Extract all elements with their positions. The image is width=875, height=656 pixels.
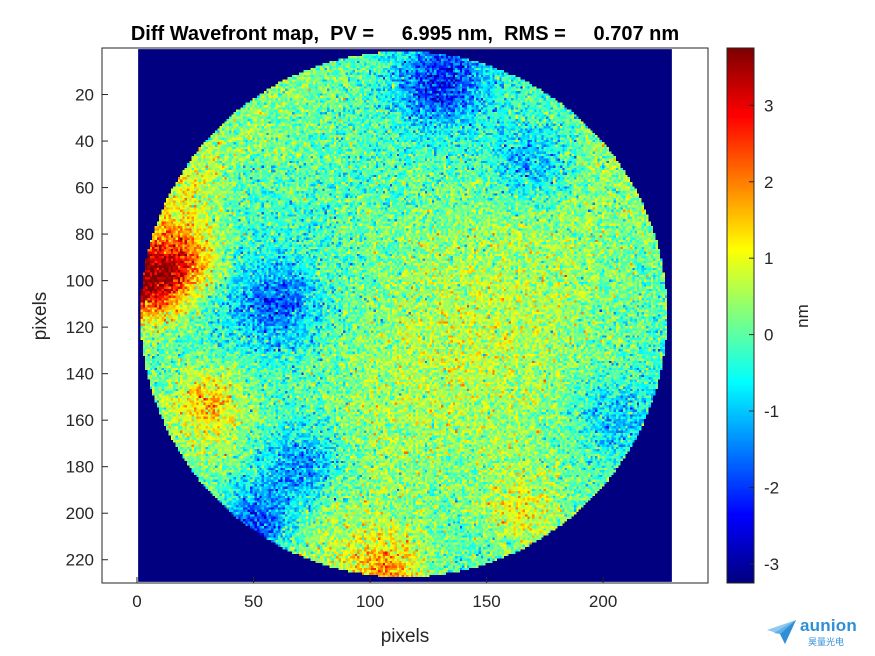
colorbar-tick-label: -3 bbox=[764, 555, 779, 574]
y-tick-label: 180 bbox=[66, 458, 94, 477]
y-tick-label: 160 bbox=[66, 411, 94, 430]
x-axis-ticks: 0 50 100 150 200 bbox=[132, 577, 617, 611]
y-tick-label: 40 bbox=[75, 132, 94, 151]
y-tick-label: 60 bbox=[75, 179, 94, 198]
colorbar-tick-label: 0 bbox=[764, 326, 773, 345]
y-tick-label: 80 bbox=[75, 225, 94, 244]
x-tick-label: 50 bbox=[244, 592, 263, 611]
wavefront-heatmap bbox=[138, 49, 672, 582]
watermark-logo: aunion 昊量光电 bbox=[766, 616, 866, 648]
x-tick-label: 200 bbox=[589, 592, 617, 611]
colorbar-label: nm bbox=[793, 304, 812, 328]
colorbar-tick-label: 2 bbox=[764, 173, 773, 192]
paper-plane-icon bbox=[767, 620, 796, 644]
colorbar-tick-label: -2 bbox=[764, 478, 779, 497]
x-tick-label: 150 bbox=[472, 592, 500, 611]
chart-title: Diff Wavefront map, PV = 6.995 nm, RMS =… bbox=[131, 23, 679, 45]
y-axis-label: pixels bbox=[30, 292, 51, 341]
x-axis-label: pixels bbox=[381, 626, 430, 647]
watermark-brand: aunion bbox=[800, 616, 857, 635]
watermark-sub: 昊量光电 bbox=[808, 638, 845, 648]
plot-frame bbox=[101, 47, 709, 584]
x-tick-label: 0 bbox=[132, 592, 141, 611]
y-axis-ticks: 20 40 60 80 100 120 140 160 180 200 220 bbox=[66, 86, 108, 570]
y-tick-label: 200 bbox=[66, 504, 94, 523]
y-tick-label: 120 bbox=[66, 318, 94, 337]
colorbar-ticks: -3 -2 -1 0 1 2 3 bbox=[749, 96, 779, 574]
y-tick-label: 20 bbox=[75, 86, 94, 105]
colorbar-tick-label: 3 bbox=[764, 96, 773, 115]
x-tick-label: 100 bbox=[356, 592, 384, 611]
y-tick-label: 220 bbox=[66, 551, 94, 570]
y-tick-label: 140 bbox=[66, 365, 94, 384]
colorbar-tick-label: -1 bbox=[764, 402, 779, 421]
colorbar-tick-label: 1 bbox=[764, 249, 773, 268]
y-tick-label: 100 bbox=[66, 272, 94, 291]
colorbar: -3 -2 -1 0 1 2 3 bbox=[726, 47, 779, 584]
colorbar-frame bbox=[726, 47, 755, 584]
